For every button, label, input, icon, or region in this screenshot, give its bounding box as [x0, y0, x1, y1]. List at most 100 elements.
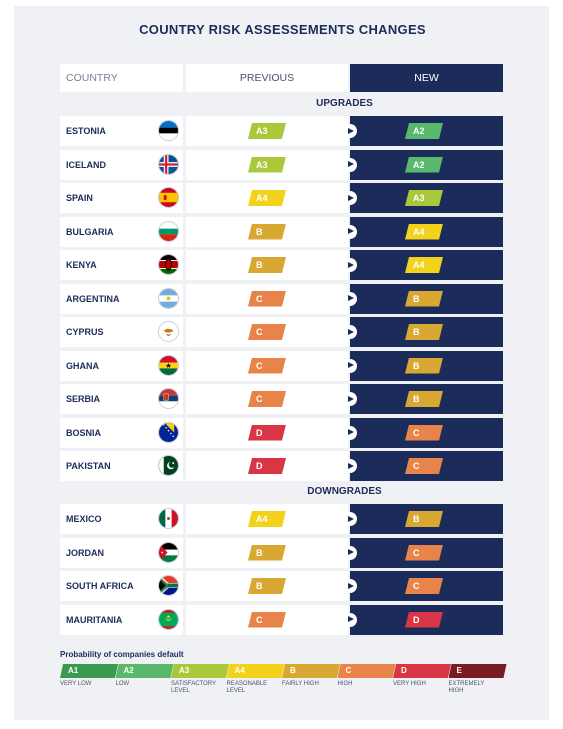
- scale-segment: A1: [60, 664, 118, 678]
- scale-label: REASONABLE LEVEL: [226, 681, 268, 694]
- scale-label: SATISFACTORY LEVEL: [171, 681, 216, 694]
- rating-badge: A4: [248, 511, 286, 527]
- table-row: ESTONIA A3 A2: [60, 116, 503, 146]
- arrow-right-icon: [343, 459, 357, 473]
- country-cell: ARGENTINA: [60, 283, 183, 314]
- country-cell: SPAIN: [60, 183, 183, 213]
- previous-rating-cell: D: [186, 417, 348, 448]
- arrow-right-icon: [343, 258, 357, 272]
- new-rating-cell: A4: [343, 250, 503, 280]
- new-rating-cell: A4: [343, 216, 503, 247]
- country-name: MAURITANIA: [66, 614, 123, 625]
- country-cell: BULGARIA: [60, 216, 183, 247]
- argentina-flag-icon: [158, 287, 179, 309]
- table-row: SOUTH AFRICA B C: [60, 571, 503, 601]
- rating-badge: A3: [405, 190, 443, 206]
- new-rating-cell: C: [343, 451, 503, 481]
- new-rating-cell: B: [343, 283, 503, 314]
- arrow-right-icon: [343, 224, 357, 239]
- table-row: GHANA C B: [60, 350, 503, 381]
- previous-rating-cell: C: [186, 384, 348, 414]
- country-cell: PAKISTAN: [60, 451, 183, 481]
- new-rating-cell: B: [343, 384, 503, 414]
- risk-scale: A1 A2 A3 A4 B C D E: [60, 664, 504, 678]
- country-name: SPAIN: [66, 193, 93, 203]
- legend-title: Probability of companies default: [60, 650, 184, 659]
- jordan-flag-icon: [158, 541, 179, 563]
- iceland-flag-icon: [158, 153, 179, 175]
- rating-badge: C: [248, 324, 286, 340]
- country-cell: KENYA: [60, 250, 183, 280]
- rating-badge: A3: [248, 157, 286, 173]
- bosnia-flag-icon: [158, 421, 179, 443]
- scale-segment: D: [393, 664, 451, 678]
- country-name: SERBIA: [66, 394, 101, 404]
- table-row: BOSNIA D C: [60, 417, 503, 448]
- scale-segment: B: [282, 664, 340, 678]
- rating-badge: C: [248, 391, 286, 407]
- table-row: MAURITANIA C D: [60, 604, 503, 635]
- rating-badge: A4: [405, 257, 443, 273]
- country-cell: CYPRUS: [60, 317, 183, 347]
- table-row: JORDAN B C: [60, 537, 503, 568]
- rating-badge: C: [405, 458, 443, 474]
- scale-segment: A3: [171, 664, 229, 678]
- new-rating-cell: C: [343, 571, 503, 601]
- bulgaria-flag-icon: [158, 220, 179, 242]
- previous-rating-cell: A4: [186, 504, 348, 534]
- rating-badge: B: [405, 511, 443, 527]
- table-row: MEXICO A4 B: [60, 504, 503, 534]
- table-row: CYPRUS C B: [60, 317, 503, 347]
- rating-badge: B: [405, 324, 443, 340]
- section-upgrades: UPGRADES: [316, 98, 373, 109]
- country-cell: JORDAN: [60, 537, 183, 568]
- rating-badge: B: [248, 257, 286, 273]
- spain-flag-icon: [158, 187, 179, 208]
- arrow-right-icon: [343, 579, 357, 593]
- table-row: ARGENTINA C B: [60, 283, 503, 314]
- previous-rating-cell: A4: [186, 183, 348, 213]
- kenya-flag-icon: [158, 254, 179, 275]
- country-cell: SERBIA: [60, 384, 183, 414]
- mauritania-flag-icon: [158, 608, 179, 630]
- rating-badge: C: [248, 358, 286, 374]
- previous-rating-cell: C: [186, 317, 348, 347]
- rating-badge: B: [248, 545, 286, 561]
- previous-rating-cell: A3: [186, 149, 348, 180]
- country-name: CYPRUS: [66, 327, 104, 337]
- arrow-right-icon: [343, 191, 357, 205]
- arrow-right-icon: [343, 545, 357, 560]
- country-name: MEXICO: [66, 514, 102, 524]
- serbia-flag-icon: [158, 388, 179, 409]
- table-row: PAKISTAN D C: [60, 451, 503, 481]
- table-row: SERBIA C B: [60, 384, 503, 414]
- previous-rating-cell: A3: [186, 116, 348, 146]
- ghana-flag-icon: [158, 354, 179, 376]
- previous-rating-cell: B: [186, 571, 348, 601]
- previous-rating-cell: C: [186, 604, 348, 635]
- arrow-right-icon: [343, 358, 357, 373]
- rating-badge: C: [248, 612, 286, 628]
- table-row: KENYA B A4: [60, 250, 503, 280]
- scale-label: EXTREMELY HIGH: [448, 681, 485, 694]
- table-row: BULGARIA B A4: [60, 216, 503, 247]
- rating-badge: A4: [405, 224, 443, 240]
- rating-badge: A2: [405, 123, 443, 139]
- previous-rating-cell: D: [186, 451, 348, 481]
- arrow-right-icon: [343, 124, 357, 138]
- country-cell: BOSNIA: [60, 417, 183, 448]
- scale-label: LOW: [115, 681, 130, 687]
- rating-badge: B: [248, 578, 286, 594]
- south-africa-flag-icon: [158, 575, 179, 596]
- arrow-right-icon: [343, 325, 357, 339]
- new-rating-cell: A3: [343, 183, 503, 213]
- country-name: BOSNIA: [66, 427, 102, 438]
- column-header-previous: PREVIOUS: [186, 64, 348, 92]
- rating-badge: B: [405, 291, 443, 307]
- country-name: KENYA: [66, 260, 97, 270]
- rating-badge: A3: [248, 123, 286, 139]
- previous-rating-cell: B: [186, 250, 348, 280]
- new-rating-cell: B: [343, 350, 503, 381]
- country-name: SOUTH AFRICA: [66, 581, 134, 591]
- estonia-flag-icon: [158, 120, 179, 141]
